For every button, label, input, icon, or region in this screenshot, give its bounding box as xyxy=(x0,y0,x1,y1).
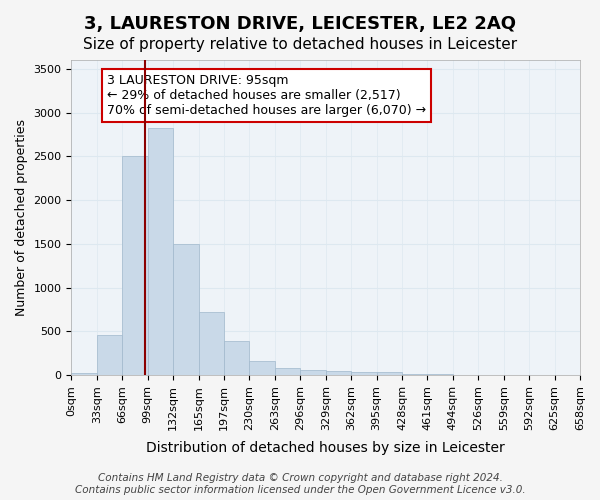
Bar xyxy=(122,156,148,375)
Text: Size of property relative to detached houses in Leicester: Size of property relative to detached ho… xyxy=(83,38,517,52)
Bar xyxy=(97,335,122,375)
Text: 3 LAURESTON DRIVE: 95sqm
← 29% of detached houses are smaller (2,517)
70% of sem: 3 LAURESTON DRIVE: 95sqm ← 29% of detach… xyxy=(107,74,426,117)
Bar xyxy=(351,372,377,375)
Bar xyxy=(326,370,351,375)
Bar xyxy=(427,374,453,375)
Bar xyxy=(377,372,402,375)
Bar xyxy=(71,374,97,375)
Bar xyxy=(275,368,300,375)
Bar xyxy=(199,312,224,375)
X-axis label: Distribution of detached houses by size in Leicester: Distribution of detached houses by size … xyxy=(146,441,505,455)
Bar xyxy=(300,370,326,375)
Bar xyxy=(250,362,275,375)
Text: Contains HM Land Registry data © Crown copyright and database right 2024.
Contai: Contains HM Land Registry data © Crown c… xyxy=(74,474,526,495)
Bar xyxy=(173,244,199,375)
Text: 3, LAURESTON DRIVE, LEICESTER, LE2 2AQ: 3, LAURESTON DRIVE, LEICESTER, LE2 2AQ xyxy=(84,15,516,33)
Y-axis label: Number of detached properties: Number of detached properties xyxy=(15,119,28,316)
Bar xyxy=(402,374,427,375)
Bar xyxy=(224,341,250,375)
Bar xyxy=(148,128,173,375)
